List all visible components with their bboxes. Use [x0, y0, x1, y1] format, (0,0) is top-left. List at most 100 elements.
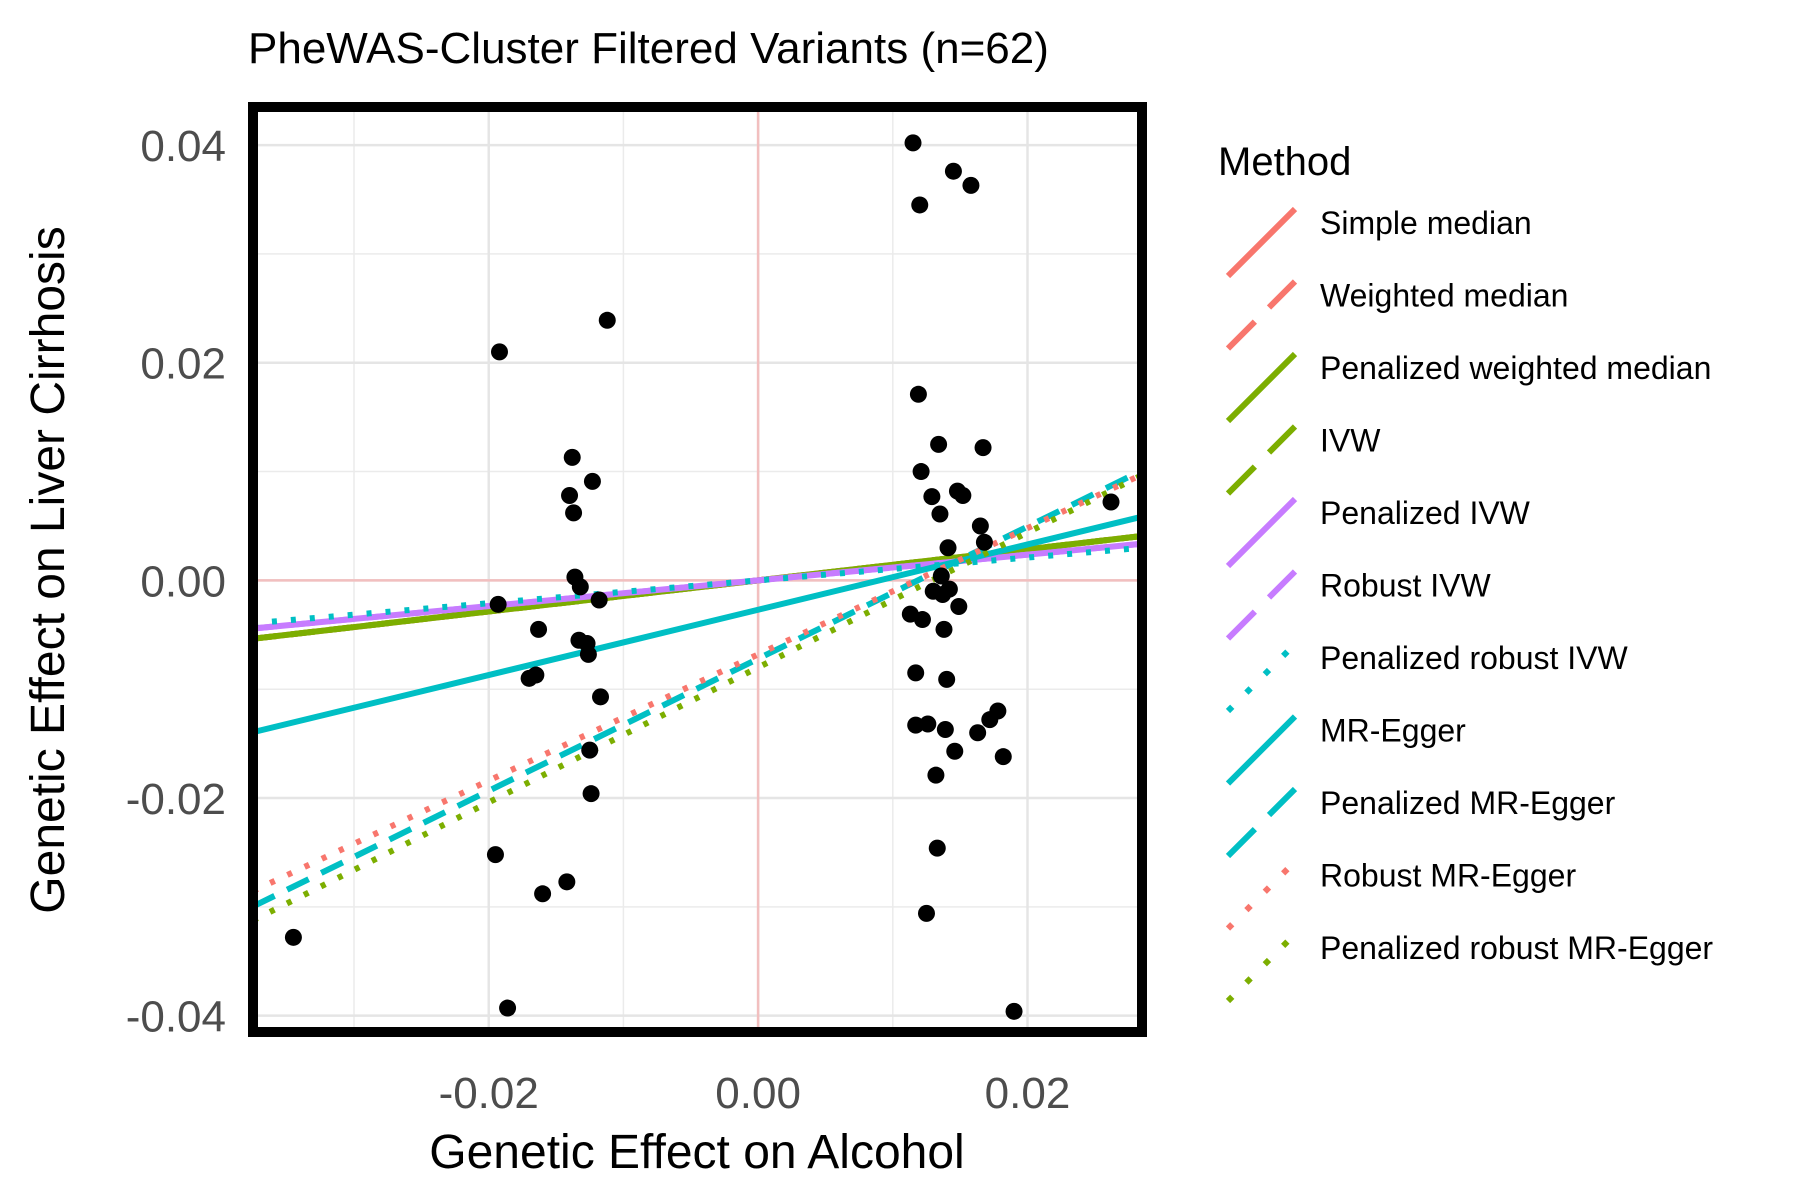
legend-label-penalized-mr-egger: Penalized MR-Egger	[1320, 785, 1616, 821]
data-point	[954, 487, 972, 504]
legend-key-ivw	[1225, 424, 1298, 496]
data-point	[938, 670, 956, 688]
data-point	[499, 999, 517, 1017]
legend-key-penalized-mr-egger	[1225, 786, 1298, 859]
legend-label-penalized-ivw: Penalized IVW	[1320, 495, 1531, 531]
legend-label-mr-egger: MR-Egger	[1320, 713, 1466, 749]
data-point	[534, 885, 552, 903]
legend-title: Method	[1218, 140, 1351, 184]
data-point	[1005, 1002, 1023, 1020]
data-point	[590, 591, 608, 609]
fit-line-penalized-mr-egger	[251, 467, 1144, 910]
data-point	[927, 766, 945, 784]
data-point	[571, 578, 589, 596]
y-tick-label: -0.02	[126, 775, 226, 824]
data-point	[940, 580, 958, 598]
data-point	[490, 343, 508, 361]
data-point	[946, 742, 964, 760]
legend-key-robust-mr-egger	[1225, 859, 1298, 931]
data-point	[579, 645, 597, 663]
plot-panel	[253, 107, 1142, 1032]
data-point	[284, 928, 302, 946]
data-point	[592, 688, 610, 706]
y-tick-label: 0.04	[140, 122, 226, 171]
data-point	[909, 385, 927, 403]
data-point	[935, 620, 953, 638]
fitted-lines	[251, 467, 1144, 924]
legend: Method Simple median Weighted median Penal…	[1218, 140, 1713, 1004]
legend-key-penalized-ivw	[1225, 496, 1298, 569]
data-point	[1102, 493, 1120, 511]
x-tick-label: 0.02	[985, 1069, 1071, 1118]
data-point	[950, 598, 968, 615]
y-tick-label: 0.02	[140, 340, 226, 389]
data-point	[939, 539, 957, 557]
data-point	[931, 505, 949, 523]
data-point	[936, 720, 954, 738]
data-point	[989, 702, 1007, 720]
fit-line-penalized-robust-ivw	[252, 544, 1143, 627]
x-tick-label: -0.02	[439, 1069, 539, 1118]
data-point	[944, 162, 962, 180]
data-point	[907, 664, 925, 682]
data-point	[969, 724, 987, 742]
chart-title: PheWAS-Cluster Filtered Variants (n=62)	[248, 24, 1049, 73]
data-point	[928, 839, 946, 857]
x-tick-label: 0.00	[715, 1069, 801, 1118]
legend-key-mr-egger	[1225, 714, 1298, 786]
data-point	[527, 666, 545, 684]
data-point	[974, 439, 992, 457]
y-tick-labels: -0.04 -0.02 0.00 0.02 0.04	[126, 122, 226, 1042]
legend-label-simple-median: Simple median	[1320, 205, 1532, 241]
legend-key-penalized-weighted-median	[1225, 351, 1298, 424]
legend-key-penalized-robust-mr-egger	[1225, 931, 1298, 1004]
legend-key-robust-ivw	[1225, 569, 1298, 641]
legend-label-robust-ivw: Robust IVW	[1320, 568, 1492, 604]
data-point	[911, 196, 929, 214]
fit-line-robust-mr-egger	[251, 471, 1144, 894]
data-point	[919, 715, 937, 733]
y-tick-label: 0.00	[140, 557, 226, 606]
data-point	[994, 748, 1012, 766]
fit-line-penalized-robust-mr-egger	[251, 472, 1144, 924]
data-point	[563, 448, 581, 466]
legend-key-simple-median	[1225, 206, 1298, 279]
y-axis-label: Genetic Effect on Liver Cirrhosis	[22, 226, 75, 913]
data-points	[284, 134, 1120, 1020]
data-point	[975, 533, 993, 551]
fit-line-mr-egger	[252, 513, 1143, 736]
data-point	[598, 311, 616, 329]
data-point	[583, 472, 601, 490]
data-point	[561, 487, 579, 504]
data-point	[917, 904, 935, 922]
data-point	[486, 846, 504, 864]
legend-label-penalized-robust-ivw: Penalized robust IVW	[1320, 640, 1629, 676]
legend-key-penalized-robust-ivw	[1225, 641, 1298, 714]
x-axis-label: Genetic Effect on Alcohol	[429, 1126, 964, 1179]
data-point	[565, 504, 583, 522]
plot-border	[248, 102, 1147, 1037]
data-point	[923, 488, 941, 506]
reference-lines	[253, 107, 1142, 1032]
legend-label-penalized-robust-mr-egger: Penalized robust MR-Egger	[1320, 930, 1713, 966]
data-point	[530, 620, 548, 638]
data-point	[912, 463, 930, 481]
y-tick-label: -0.04	[126, 993, 226, 1042]
data-point	[930, 435, 948, 453]
legend-label-weighted-median: Weighted median	[1320, 278, 1568, 314]
data-point	[971, 517, 989, 535]
legend-label-robust-mr-egger: Robust MR-Egger	[1320, 858, 1576, 894]
data-point	[581, 741, 599, 759]
data-point	[582, 785, 600, 803]
x-tick-labels: -0.02 0.00 0.02	[439, 1069, 1071, 1118]
data-point	[962, 176, 980, 194]
legend-label-ivw: IVW	[1320, 423, 1381, 459]
data-point	[558, 873, 576, 891]
data-point	[932, 567, 950, 585]
data-point	[904, 134, 922, 152]
data-point	[913, 611, 931, 629]
data-point	[489, 595, 507, 613]
legend-label-penalized-weighted-median: Penalized weighted median	[1320, 350, 1711, 386]
legend-key-weighted-median	[1225, 279, 1298, 351]
